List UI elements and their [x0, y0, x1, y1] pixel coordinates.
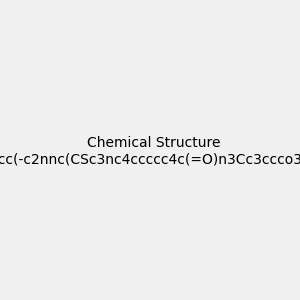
Text: Chemical Structure
COc1ccc(-c2nnc(CSc3nc4ccccc4c(=O)n3Cc3ccco3)o2)cc1: Chemical Structure COc1ccc(-c2nnc(CSc3nc… — [0, 136, 300, 166]
